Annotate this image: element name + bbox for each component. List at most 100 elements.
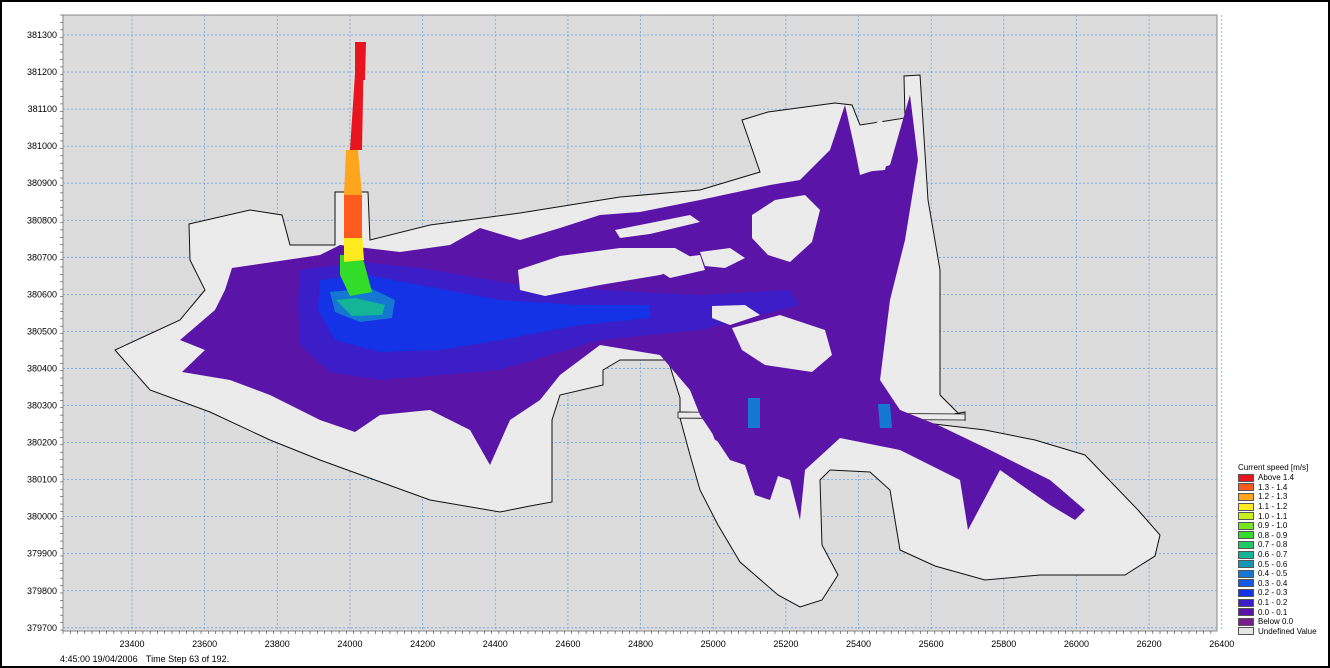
x-tick-label: 26000 (1064, 639, 1089, 649)
legend-item: 0.7 - 0.8 (1238, 540, 1324, 550)
legend-label: 1.1 - 1.2 (1258, 502, 1288, 512)
island-9 (645, 255, 705, 278)
legend-label: Above 1.4 (1258, 473, 1295, 483)
legend-swatch (1238, 473, 1254, 482)
legend-item: 0.4 - 0.5 (1238, 569, 1324, 579)
legend-item: Above 1.4 (1238, 473, 1324, 483)
legend-label: Undefined Value (1258, 626, 1317, 636)
y-tick-label: 380500 (27, 326, 57, 336)
legend-item: 0.2 - 0.3 (1238, 588, 1324, 598)
legend-item: Undefined Value (1238, 627, 1324, 637)
island-6 (752, 195, 820, 262)
x-tick-label: 24800 (628, 639, 653, 649)
y-axis-ticks: 381300 381200 381100 381000 380900 380800 3807… (27, 14, 63, 633)
legend-label: 0.2 - 0.3 (1258, 588, 1288, 598)
legend-swatch (1238, 531, 1254, 540)
x-tick-label: 25800 (991, 639, 1016, 649)
status-datetime: 4:45:00 19/04/2006 (60, 654, 138, 664)
legend-label: 0.3 - 0.4 (1258, 578, 1288, 588)
legend-label: Below 0.0 (1258, 617, 1294, 627)
island-1 (518, 248, 700, 296)
y-tick-label: 380400 (27, 363, 57, 373)
legend: Current speed [m/s] Above 1.4 1.3 - 1.4 1.… (1238, 463, 1324, 636)
y-tick-label: 380100 (27, 475, 57, 485)
y-tick-label: 381100 (28, 104, 57, 114)
speed-region-jet-yellow (344, 232, 364, 262)
island-4 (712, 305, 760, 325)
legend-label: 0.6 - 0.7 (1258, 550, 1288, 560)
legend-swatch (1238, 627, 1254, 636)
x-tick-label: 26400 (1209, 639, 1234, 649)
status-timestep: Time Step 63 of 192. (145, 654, 230, 664)
legend-item: 1.2 - 1.3 (1238, 492, 1324, 502)
x-tick-label: 24000 (337, 639, 362, 649)
legend-item: 0.9 - 1.0 (1238, 521, 1324, 531)
legend-swatch (1238, 560, 1254, 569)
legend-item: 1.1 - 1.2 (1238, 502, 1324, 512)
legend-item: 1.0 - 1.1 (1238, 511, 1324, 521)
island-7 (770, 125, 812, 170)
x-tick-label: 25200 (773, 639, 798, 649)
speed-region-jet-green (340, 255, 372, 296)
legend-label: 1.3 - 1.4 (1258, 482, 1288, 492)
legend-swatch (1238, 588, 1254, 597)
legend-swatch (1238, 617, 1254, 626)
legend-swatch (1238, 550, 1254, 559)
legend-swatch (1238, 512, 1254, 521)
y-tick-label: 380300 (27, 401, 57, 411)
y-tick-label: 380200 (27, 438, 57, 448)
legend-item: 0.6 - 0.7 (1238, 550, 1324, 560)
speed-region-inlet-red-top (355, 42, 366, 80)
y-tick-label: 379700 (27, 623, 57, 633)
x-axis-ticks: 23400 23600 23800 24000 24200 24400 24600 24800… (62, 631, 1234, 649)
island-8 (855, 120, 895, 172)
y-tick-label: 380700 (27, 252, 57, 262)
y-tick-label: 379900 (27, 549, 57, 559)
x-tick-label: 24200 (410, 639, 435, 649)
speed-region-mid (318, 275, 650, 352)
legend-label: 1.0 - 1.1 (1258, 511, 1288, 521)
x-tick-label: 26200 (1137, 639, 1162, 649)
legend-swatch (1238, 598, 1254, 607)
legend-swatch (1238, 569, 1254, 578)
legend-label: 0.5 - 0.6 (1258, 559, 1288, 569)
legend-item: 0.1 - 0.2 (1238, 598, 1324, 608)
legend-item: 0.8 - 0.9 (1238, 531, 1324, 541)
current-speed-field (180, 42, 1085, 530)
x-tick-label: 23400 (119, 639, 144, 649)
legend-item: 0.5 - 0.6 (1238, 559, 1324, 569)
legend-swatch (1238, 579, 1254, 588)
y-tick-label: 380600 (27, 289, 57, 299)
legend-label: 0.0 - 0.1 (1258, 607, 1288, 617)
speed-region-pier-2 (878, 404, 892, 428)
legend-label: 0.1 - 0.2 (1258, 598, 1288, 608)
speed-region-inlet-orange (344, 150, 362, 195)
speed-region-jet-orange (344, 195, 362, 238)
island-5 (732, 315, 832, 372)
legend-swatch (1238, 521, 1254, 530)
speed-region-channel-cyan (336, 298, 385, 316)
x-tick-label: 23800 (265, 639, 290, 649)
x-tick-label: 25600 (919, 639, 944, 649)
x-tick-label: 23600 (192, 639, 217, 649)
legend-swatch (1238, 502, 1254, 511)
legend-item: 0.0 - 0.1 (1238, 607, 1324, 617)
status-bar: 4:45:00 19/04/2006 Time Step 63 of 192. (60, 654, 235, 664)
x-tick-label: 25400 (846, 639, 871, 649)
y-tick-label: 381200 (27, 67, 57, 77)
y-tick-label: 380900 (27, 178, 57, 188)
island-2 (700, 248, 745, 268)
islands (518, 120, 895, 372)
legend-item: 0.3 - 0.4 (1238, 579, 1324, 589)
legend-label: 0.4 - 0.5 (1258, 569, 1288, 579)
speed-region-pier (748, 398, 760, 428)
y-tick-label: 381300 (27, 30, 57, 40)
x-tick-label: 24600 (555, 639, 580, 649)
legend-swatch (1238, 492, 1254, 501)
legend-item: 1.3 - 1.4 (1238, 483, 1324, 493)
legend-swatch (1238, 608, 1254, 617)
x-tick-label: 25000 (701, 639, 726, 649)
y-tick-label: 381000 (27, 141, 57, 151)
legend-swatch (1238, 540, 1254, 549)
